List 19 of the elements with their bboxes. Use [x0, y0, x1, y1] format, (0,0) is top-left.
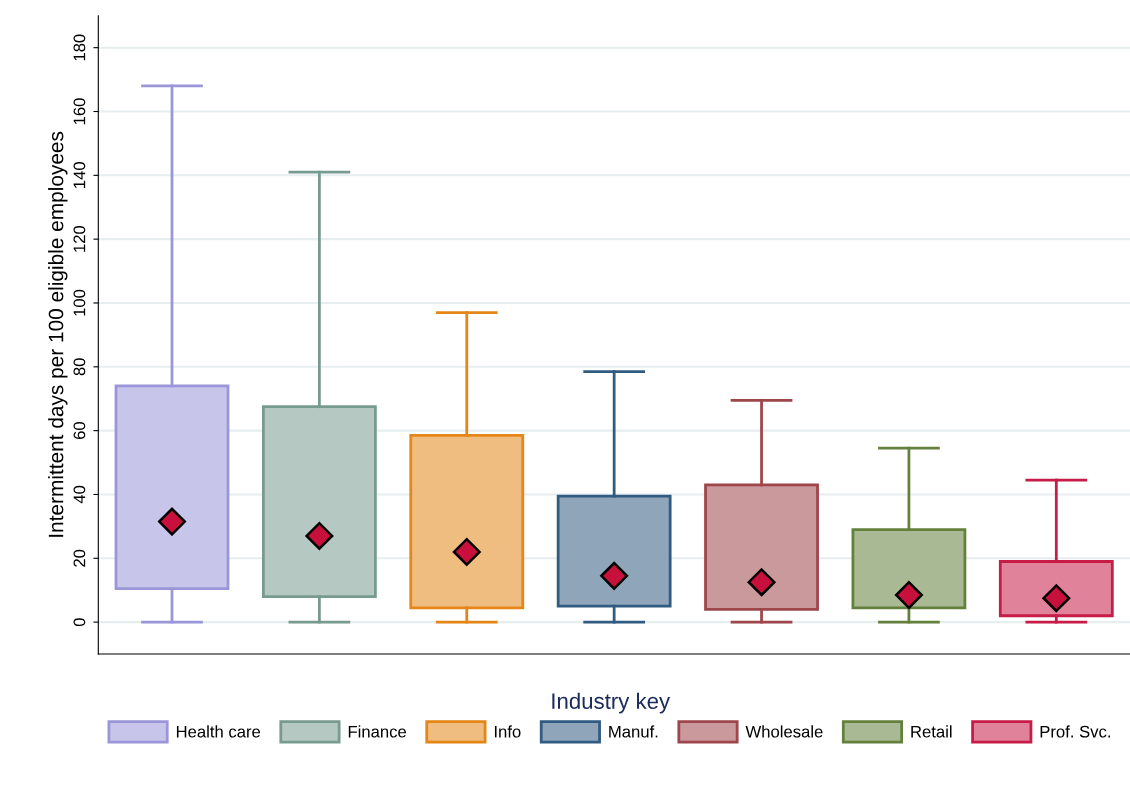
- y-tick-label: 60: [73, 422, 86, 440]
- legend-title: Industry key: [552, 692, 671, 714]
- legend-label: Manuf.: [609, 725, 658, 738]
- legend-label: Info: [494, 725, 521, 738]
- y-tick-label: 20: [73, 549, 86, 567]
- y-axis-title: Intermittent days per 100 eligible employees: [48, 131, 68, 537]
- y-tick-label: 180: [73, 34, 86, 61]
- y-tick-label: 80: [73, 358, 86, 376]
- y-tick-label: 100: [73, 289, 86, 316]
- y-tick-label: 0: [73, 618, 86, 627]
- y-tick-label: 40: [73, 485, 86, 504]
- legend-label: Health care: [176, 725, 261, 738]
- legend-label: Prof. Svc.: [1040, 725, 1110, 738]
- legend-label: Finance: [348, 725, 407, 738]
- legend-label: Retail: [911, 725, 952, 738]
- legend-label: Wholesale: [745, 725, 823, 738]
- y-tick-label: 140: [73, 162, 86, 188]
- y-tick-label: 160: [73, 98, 86, 125]
- y-tick-label: 120: [73, 225, 86, 252]
